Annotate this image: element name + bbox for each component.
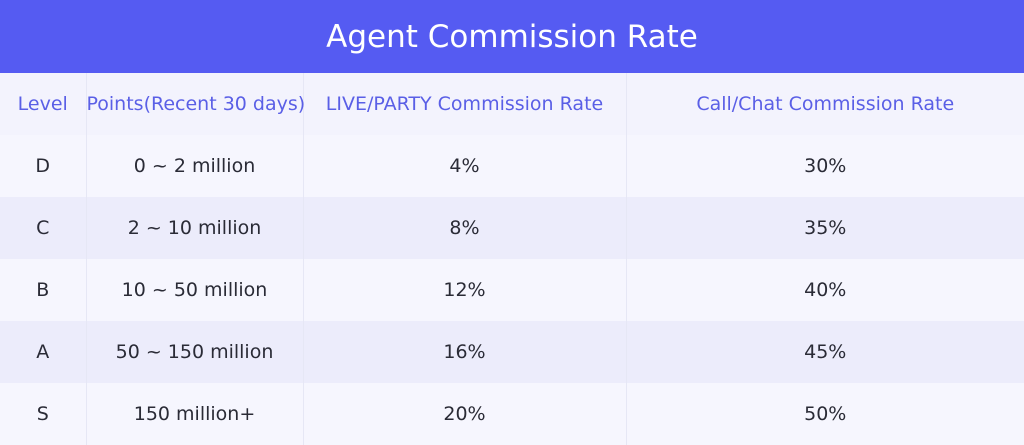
cell-level: A <box>0 321 87 383</box>
cell-points: 10 ~ 50 million <box>86 259 304 321</box>
cell-call-chat-rate: 30% <box>804 155 847 177</box>
page-title: Agent Commission Rate <box>326 18 698 55</box>
cell-live-party-rate: 16% <box>303 321 627 383</box>
table-header-row: Level Points(Recent 30 days) LIVE/PARTY … <box>0 73 1024 135</box>
table-row: A 50 ~ 150 million 16% 45% <box>0 321 1024 383</box>
cell-live-party-rate: 20% <box>303 383 627 445</box>
table-row: B 10 ~ 50 million 12% 40% <box>0 259 1024 321</box>
header-call-chat-rate: Call/Chat Commission Rate <box>696 93 955 115</box>
cell-points: 2 ~ 10 million <box>86 197 304 259</box>
table-row: C 2 ~ 10 million 8% 35% <box>0 197 1024 259</box>
cell-points: 50 ~ 150 million <box>86 321 304 383</box>
cell-call-chat-rate: 35% <box>804 217 847 239</box>
cell-call-chat-rate: 40% <box>804 279 847 301</box>
cell-live-party-rate: 4% <box>303 135 627 197</box>
cell-level: C <box>0 197 87 259</box>
cell-call-chat-rate: 45% <box>804 341 847 363</box>
cell-level: D <box>0 135 87 197</box>
cell-live-party-rate: 12% <box>303 259 627 321</box>
cell-points: 0 ~ 2 million <box>86 135 304 197</box>
table-row: D 0 ~ 2 million 4% 30% <box>0 135 1024 197</box>
cell-points: 150 million+ <box>86 383 304 445</box>
table-row: S 150 million+ 20% 50% <box>0 383 1024 445</box>
cell-level: S <box>0 383 87 445</box>
cell-call-chat-rate: 50% <box>804 403 847 425</box>
commission-table: Level Points(Recent 30 days) LIVE/PARTY … <box>0 73 1024 445</box>
header-points: Points(Recent 30 days) <box>86 73 305 135</box>
header-live-party-rate: LIVE/PARTY Commission Rate <box>303 73 627 135</box>
header-level: Level <box>0 73 87 135</box>
title-bar: Agent Commission Rate <box>0 0 1024 73</box>
cell-level: B <box>0 259 87 321</box>
cell-live-party-rate: 8% <box>303 197 627 259</box>
